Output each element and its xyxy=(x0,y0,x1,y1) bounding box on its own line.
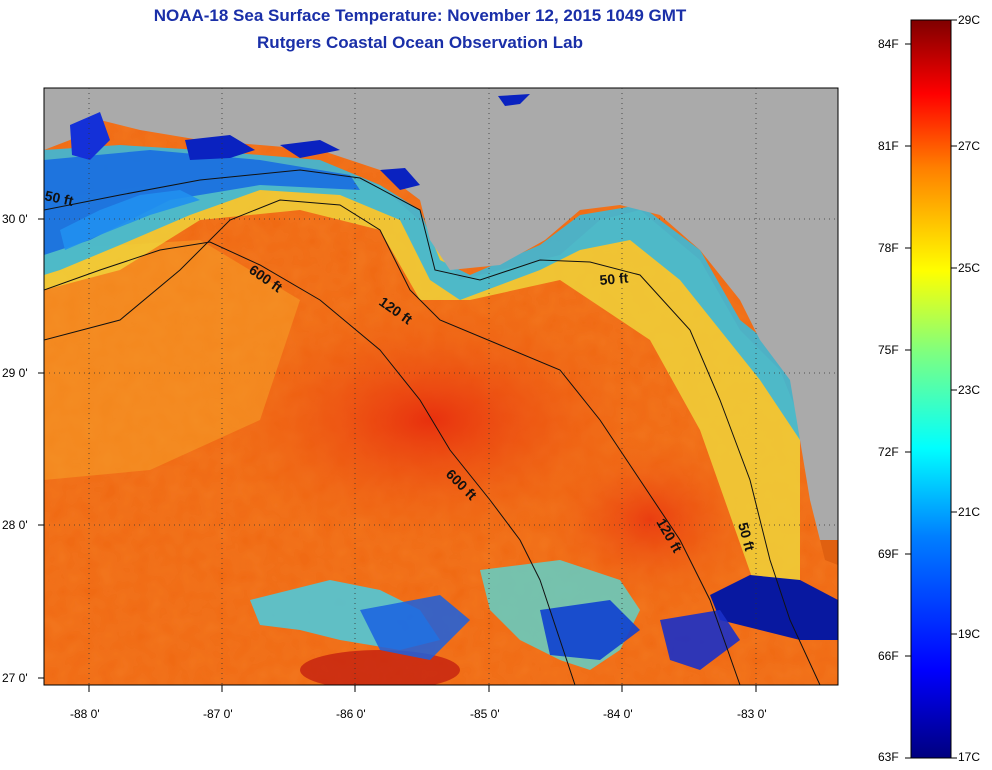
contour-50ft xyxy=(44,169,821,685)
bay-pensacola xyxy=(185,135,255,160)
colorbar-c-23: 23C xyxy=(958,383,981,397)
contour-label-50ft-south: 50 ft xyxy=(735,521,758,553)
land-florida xyxy=(44,88,838,560)
plot-frame xyxy=(43,87,839,686)
colorbar-f-66: 66F xyxy=(878,649,899,663)
colorbar-ticks xyxy=(905,19,957,759)
colorbar xyxy=(910,19,952,759)
lon-label-87: -87 0' xyxy=(203,707,233,721)
contour-120ft xyxy=(44,199,741,685)
colorbar-c-25: 25C xyxy=(958,261,981,275)
contour-600ft xyxy=(44,241,576,685)
bay-st-andrew xyxy=(380,168,420,190)
coastal-cool-band xyxy=(44,145,810,440)
colorbar-f-72: 72F xyxy=(878,445,899,459)
colorbar-f-75: 75F xyxy=(878,343,899,357)
colorbar-c-19: 19C xyxy=(958,627,981,641)
map-subtitle: Rutgers Coastal Ocean Observation Lab xyxy=(257,33,583,52)
colorbar-c-27: 27C xyxy=(958,139,981,153)
lat-label-30: 30 0' xyxy=(2,212,28,226)
lon-label-83: -83 0' xyxy=(737,707,767,721)
colorbar-c-29: 29C xyxy=(958,13,981,27)
contour-label-50ft-north: 50 ft xyxy=(599,270,629,288)
colorbar-f-69: 69F xyxy=(878,547,899,561)
colorbar-f-84: 84F xyxy=(878,37,899,51)
lon-label-85: -85 0' xyxy=(470,707,500,721)
colorbar-f-81: 81F xyxy=(878,139,899,153)
bay-mobile xyxy=(70,112,110,160)
lat-label-27: 27 0' xyxy=(2,671,28,685)
warm-west xyxy=(44,240,300,480)
colorbar-f-78: 78F xyxy=(878,241,899,255)
bay-choctawhatchee xyxy=(280,140,340,158)
lon-label-84: -84 0' xyxy=(603,707,633,721)
contour-label-50ft-west: 50 ft xyxy=(43,187,75,209)
coastal-warm-band xyxy=(44,170,800,600)
colorbar-c-21: 21C xyxy=(958,505,981,519)
colorbar-c-17: 17C xyxy=(958,750,981,764)
tampa-bay xyxy=(710,575,838,640)
lat-label-28: 28 0' xyxy=(2,518,28,532)
map-title: NOAA-18 Sea Surface Temperature: Novembe… xyxy=(153,6,687,25)
lon-label-88: -88 0' xyxy=(70,707,100,721)
colorbar-f-63: 63F xyxy=(878,750,899,764)
lat-label-29: 29 0' xyxy=(2,366,28,380)
lon-label-86: -86 0' xyxy=(336,707,366,721)
